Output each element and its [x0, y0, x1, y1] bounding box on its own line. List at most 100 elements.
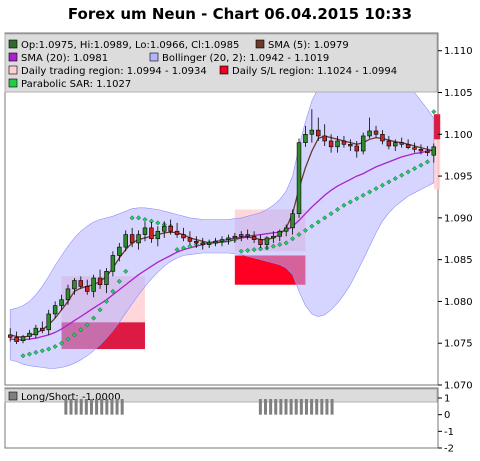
ls-bar-51: [269, 399, 273, 415]
candle-7: [52, 301, 58, 319]
sar-point-57: [373, 186, 379, 192]
sar-point-6: [46, 346, 52, 352]
candle-44: [290, 209, 295, 235]
candle-24: [162, 221, 167, 238]
legend-sl-region: Daily S/L region: 1.1024 - 1.0994: [232, 66, 397, 77]
sar-point-54: [354, 196, 360, 202]
ls-bar-12: [69, 399, 73, 415]
sar-point-64: [418, 162, 424, 168]
ls-bar-11: [64, 399, 68, 415]
ls-bar-63: [330, 399, 334, 415]
candle-46: [303, 125, 308, 147]
candle-40: [264, 236, 270, 250]
sar-point-62: [405, 169, 411, 175]
trade-region-2: [433, 139, 441, 190]
ls-bar-22: [120, 399, 124, 415]
y-tick-label-5: 1.095: [444, 172, 473, 183]
sar-point-27: [180, 245, 187, 251]
sar-point-14: [97, 307, 103, 313]
sar-point-3: [26, 351, 33, 357]
sar-point-56: [367, 189, 373, 195]
y-tick-label-3: 1.085: [444, 255, 473, 266]
ls-bar-62: [325, 399, 329, 415]
candle-21: [142, 222, 148, 242]
candle-16: [110, 251, 116, 277]
sar-point-47: [309, 223, 315, 229]
sar-point-59: [386, 179, 392, 185]
sar-point-44: [290, 236, 296, 242]
ls-bar-55: [289, 399, 293, 415]
sar-point-19: [129, 215, 135, 221]
candle-47: [309, 109, 315, 143]
candle-30: [200, 237, 205, 250]
candle-11: [78, 276, 84, 289]
legend-trade-region: Daily trading region: 1.0994 - 1.0934: [21, 66, 207, 77]
y-tick-label-6: 1.100: [444, 130, 473, 141]
candle-5: [40, 321, 45, 334]
candle-64: [418, 144, 424, 155]
candle-8: [59, 294, 64, 310]
candle-54: [354, 140, 360, 158]
sar-point-65: [424, 159, 430, 165]
ls-bar-60: [315, 399, 319, 415]
candle-17: [117, 242, 122, 262]
sar-point-46: [302, 227, 308, 233]
sar-point-9: [65, 336, 71, 342]
candle-49: [322, 124, 327, 146]
sar-point-12: [84, 322, 90, 328]
sar-point-15: [103, 298, 110, 304]
sar-point-52: [341, 202, 347, 208]
sar-point-21: [142, 216, 148, 223]
ls-tick-label-2: -1: [444, 427, 454, 438]
sar-point-8: [58, 340, 65, 346]
candle-9: [65, 284, 71, 305]
candle-38: [251, 231, 257, 243]
ls-bar-52: [274, 399, 278, 415]
sar-point-58: [379, 182, 386, 188]
ls-bar-50: [264, 399, 268, 415]
sar-point-66: [431, 109, 437, 115]
sar-point-37: [245, 247, 251, 254]
candle-65: [425, 145, 430, 157]
candle-33: [219, 236, 225, 247]
y-tick-label-4: 1.090: [444, 213, 473, 224]
legend-ohlc: Op:1.0975, Hi:1.0989, Lo:1.0966, Cl:1.09…: [21, 40, 239, 51]
candle-52: [341, 135, 347, 148]
longshort-y-axis: 1 0 -1 -2: [438, 394, 454, 455]
sar-point-43: [283, 240, 289, 246]
candle-43: [283, 224, 289, 237]
legend: Op:1.0975, Hi:1.0989, Lo:1.0966, Cl:1.09…: [4, 33, 438, 93]
ls-bar-56: [294, 399, 298, 415]
ls-tick-label-3: -2: [444, 444, 454, 455]
sar-point-51: [334, 206, 341, 213]
sar-point-20: [136, 215, 142, 221]
candle-57: [373, 125, 379, 138]
ls-bar-49: [258, 399, 262, 415]
chart-title: Forex um Neun - Chart 06.04.2015 10:33: [68, 5, 412, 23]
candle-63: [412, 142, 417, 153]
candlesticks: [7, 109, 437, 345]
legend-sl-region-swatch: [219, 65, 229, 75]
candle-23: [155, 226, 161, 247]
sar-point-53: [347, 199, 353, 205]
sar-point-18: [123, 268, 129, 274]
candle-13: [91, 274, 96, 298]
y-tick-label-8: 1.110: [444, 46, 473, 57]
ls-bar-15: [84, 399, 88, 415]
sl-region-2: [433, 114, 441, 140]
legend-ohlc-swatch: [8, 39, 18, 49]
candle-4: [33, 324, 39, 339]
sar-point-5: [39, 348, 45, 354]
sar-point-28: [187, 243, 193, 249]
legend-sar: Parabolic SAR: 1.1027: [21, 79, 131, 90]
candle-55: [360, 132, 366, 155]
ls-bar-13: [74, 399, 78, 415]
legend-sma5: SMA (5): 1.0979: [268, 40, 349, 51]
candle-50: [328, 134, 334, 153]
candle-34: [226, 234, 231, 245]
longshort-label: Long/Short: -1.0000: [21, 392, 121, 403]
ls-bar-57: [299, 399, 303, 415]
ls-bar-18: [100, 399, 104, 415]
candle-35: [232, 232, 238, 243]
ls-bar-14: [79, 399, 83, 415]
